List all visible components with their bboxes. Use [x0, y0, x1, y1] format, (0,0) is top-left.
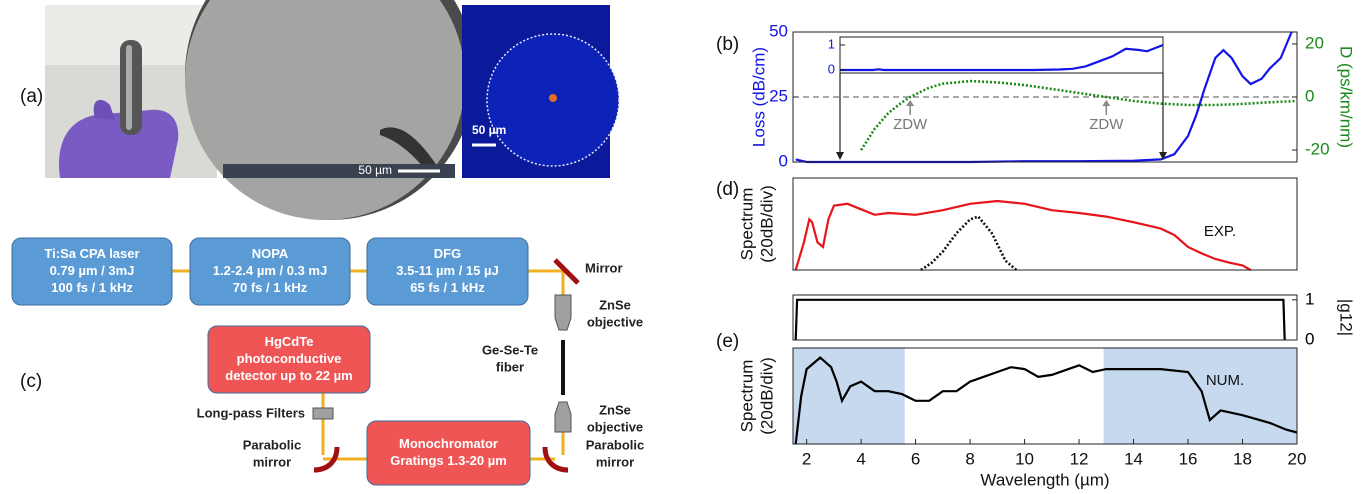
y-axis-label: (20dB/div) — [757, 185, 776, 262]
box-text: Ti:Sa CPA laser — [44, 246, 139, 261]
component-label: objective — [587, 314, 643, 329]
box-text: 70 fs / 1 kHz — [233, 280, 308, 295]
box-text: Monochromator — [399, 436, 498, 451]
component-label: Parabolic — [243, 437, 302, 452]
y-axis-label: Loss (dB/cm) — [749, 47, 768, 147]
y2-tick-label: 0 — [1305, 329, 1314, 348]
x-tick-label: 20 — [1288, 449, 1307, 468]
box-text: 3.5-11 µm / 15 µJ — [396, 263, 498, 278]
photo-cross-section: 50 µm — [185, 0, 475, 220]
y2-axis-label: D (ps/km/nm) — [1337, 46, 1356, 148]
panel-label: (b) — [716, 34, 739, 55]
component-label: Mirror — [585, 260, 623, 275]
component-label: Parabolic — [586, 437, 645, 452]
component-label: Ge-Se-Te — [482, 342, 538, 357]
y-tick-label: 0 — [828, 61, 835, 76]
component-label: Long-pass Filters — [197, 405, 305, 420]
y2-axis-label: |g12| — [1337, 299, 1356, 336]
panel-label: (d) — [716, 179, 739, 200]
component-label: mirror — [253, 454, 291, 469]
component-label: ZnSe — [599, 297, 631, 312]
scale-bar-label: 50 µm — [358, 163, 392, 177]
component-label: mirror — [596, 454, 634, 469]
x-tick-label: 10 — [1015, 449, 1034, 468]
box-text: photoconductive — [237, 351, 342, 366]
box-text: 65 fs / 1 kHz — [410, 280, 485, 295]
y2-tick-label: 1 — [1305, 289, 1314, 308]
x-tick-label: 14 — [1124, 449, 1143, 468]
photo-mode: 50 µm — [462, 5, 619, 178]
y-tick-label: 25 — [769, 86, 788, 105]
component-label: fiber — [496, 359, 524, 374]
box-text: 100 fs / 1 kHz — [51, 280, 133, 295]
scale-bar-label: 50 µm — [472, 123, 506, 137]
y2-tick-label: 0 — [1305, 86, 1314, 105]
x-tick-label: 16 — [1179, 449, 1198, 468]
panel-label: (a) — [20, 86, 43, 107]
chart: 0 1 |g12| — [793, 289, 1356, 348]
y-tick-label: 0 — [779, 151, 788, 170]
x-tick-label: 2 — [802, 449, 811, 468]
x-tick-label: 6 — [911, 449, 920, 468]
panel-label: (c) — [20, 371, 42, 392]
annotation: NUM. — [1206, 372, 1244, 389]
y-axis-label: Spectrum — [737, 360, 756, 433]
box-text: HgCdTe — [265, 334, 314, 349]
y2-tick-label: 20 — [1305, 33, 1324, 52]
y-axis-label: Spectrum — [737, 188, 756, 261]
y-tick-label: 50 — [769, 21, 788, 40]
annotation: ZDW — [1089, 116, 1124, 133]
component-label: ZnSe — [599, 402, 631, 417]
shaded-region — [1104, 348, 1297, 444]
box-text: DFG — [434, 246, 461, 261]
chart: Spectrum(20dB/div) EXP. — [737, 178, 1297, 270]
y-tick-label: 1 — [828, 36, 835, 51]
chart: 01 — [828, 36, 1163, 76]
figure: 50 µm 50 µm Ti:Sa CPA laser 0.79 µm / 3mJ… — [0, 0, 1364, 494]
plot-area — [793, 295, 1297, 340]
panel-label: (e) — [716, 331, 739, 352]
annotation: EXP. — [1204, 223, 1236, 240]
box-text: Gratings 1.3-20 µm — [390, 453, 507, 468]
setup-diagram: Ti:Sa CPA laser 0.79 µm / 3mJ 100 fs / 1 k… — [12, 238, 644, 485]
y-axis-label: (20dB/div) — [757, 357, 776, 434]
box-text: 1.2-2.4 µm / 0.3 mJ — [213, 263, 327, 278]
x-tick-label: 4 — [856, 449, 865, 468]
y2-tick-label: -20 — [1305, 140, 1330, 159]
box-text: NOPA — [252, 246, 289, 261]
x-tick-label: 8 — [965, 449, 974, 468]
x-axis-label: Wavelength (µm) — [980, 470, 1109, 489]
annotation: ZDW — [893, 116, 928, 133]
component-label: objective — [587, 419, 643, 434]
chart: 2 4 6 8 10 12 14 16 18 20 Spectrum(20dB/div) Wavele… — [737, 348, 1306, 489]
box-text: 0.79 µm / 3mJ — [50, 263, 135, 278]
box-text: detector up to 22 µm — [225, 368, 352, 383]
x-tick-label: 18 — [1233, 449, 1252, 468]
shaded-region — [793, 348, 905, 444]
x-tick-label: 12 — [1070, 449, 1089, 468]
